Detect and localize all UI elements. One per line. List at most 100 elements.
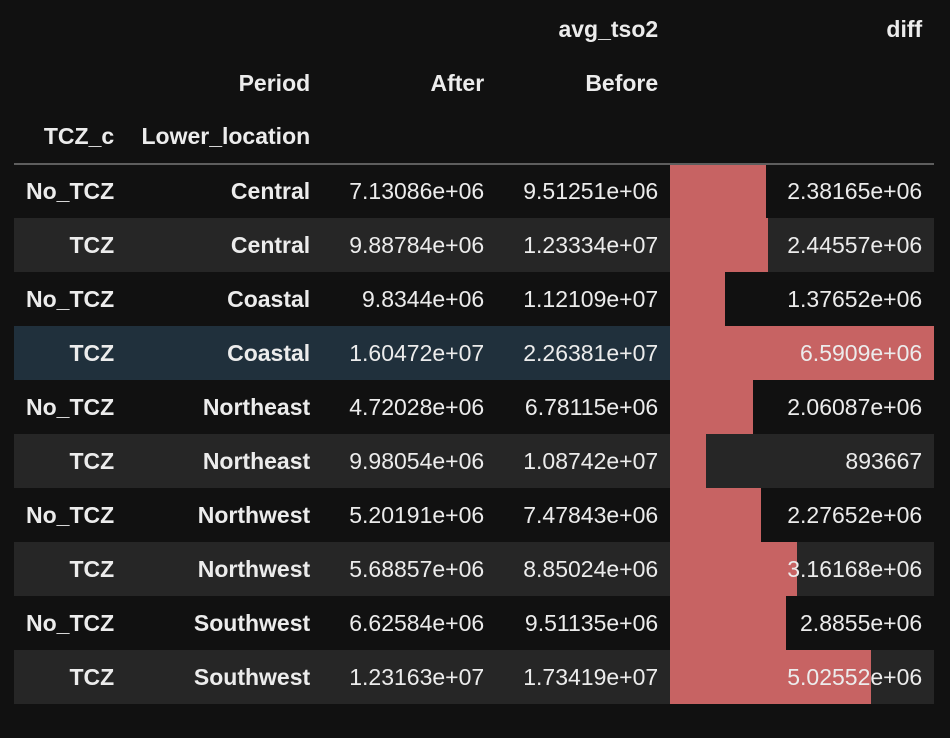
cell-before: 7.47843e+06	[523, 501, 659, 528]
row-location-label: Coastal	[227, 339, 311, 366]
table-row[interactable]: TCZ Central 9.88784e+06 1.23334e+07 2.44557e…	[14, 218, 935, 272]
table-row[interactable]: TCZ Southwest 1.23163e+07 1.73419e+07 5.0255…	[14, 650, 935, 704]
header-blank	[322, 2, 496, 56]
header-diff: diff	[886, 15, 923, 42]
header-blank	[126, 2, 322, 56]
header-avg-tso2: avg_tso2	[558, 15, 659, 42]
diff-bar	[670, 272, 726, 326]
cell-diff: 5.02552e+06	[670, 650, 934, 704]
header-row-index-names: TCZ_c Lower_location	[14, 110, 935, 165]
row-tcz-label: TCZ	[69, 447, 115, 474]
row-location-label: Southwest	[193, 609, 311, 636]
cell-diff: 2.38165e+06	[670, 164, 934, 218]
cell-diff: 6.5909e+06	[670, 326, 935, 380]
cell-diff: 2.8855e+06	[670, 596, 934, 650]
header-row-period: Period After Before	[14, 56, 934, 110]
table-row[interactable]: No_TCZ Northeast 4.72028e+06 6.78115e+06 2.0…	[14, 380, 934, 434]
diff-bar	[670, 488, 762, 542]
table-row[interactable]: No_TCZ Central 7.13086e+06 9.51251e+06 2.381…	[14, 164, 934, 218]
cell-before: 2.26381e+07	[523, 339, 659, 366]
cell-after: 6.62584e+06	[349, 609, 485, 636]
cell-after: 5.68857e+06	[349, 555, 485, 582]
row-tcz-label: TCZ	[69, 555, 115, 582]
header-tcz-c: TCZ_c	[14, 110, 127, 165]
cell-after: 7.13086e+06	[349, 178, 485, 204]
diff-value: 2.44557e+06	[787, 231, 923, 258]
cell-diff: 2.27652e+06	[670, 488, 934, 542]
cell-after: 5.20191e+06	[349, 501, 485, 528]
cell-before: 1.12109e+07	[523, 285, 659, 312]
table-row[interactable]: No_TCZ Northwest 5.20191e+06 7.47843e+06 2.2…	[14, 488, 934, 542]
header-period: Period	[238, 69, 311, 96]
cell-diff: 2.44557e+06	[670, 218, 934, 272]
table-row[interactable]: No_TCZ Southwest 6.62584e+06 9.51135e+06 2.8…	[14, 596, 934, 650]
cell-before: 8.85024e+06	[523, 555, 659, 582]
header-lower-location: Lower_location	[126, 110, 323, 165]
cell-before: 9.51135e+06	[524, 609, 659, 636]
diff-bar	[670, 218, 769, 272]
cell-before: 1.23334e+07	[523, 231, 659, 258]
diff-value: 3.16168e+06	[787, 555, 923, 582]
diff-value: 6.5909e+06	[800, 339, 923, 366]
header-row-top: avg_tso2 diff	[14, 2, 934, 56]
row-tcz-label: TCZ	[69, 663, 115, 690]
row-tcz-label: No_TCZ	[26, 178, 115, 204]
row-tcz-label: No_TCZ	[26, 609, 115, 636]
dataframe-table: avg_tso2 diff Period After Before TCZ_c …	[14, 2, 935, 704]
header-blank	[322, 110, 497, 165]
cell-before: 1.08742e+07	[523, 447, 659, 474]
diff-bar	[670, 165, 766, 218]
cell-after: 9.88784e+06	[349, 231, 485, 258]
cell-after: 1.23163e+07	[349, 663, 485, 690]
table-row[interactable]: TCZ Coastal 1.60472e+07 2.26381e+07 6.5909e+…	[14, 326, 935, 380]
cell-after: 1.60472e+07	[349, 339, 485, 366]
cell-before: 1.73419e+07	[523, 663, 659, 690]
cell-diff: 3.16168e+06	[670, 542, 934, 596]
diff-bar	[670, 542, 797, 596]
row-location-label: Northeast	[202, 447, 311, 474]
cell-before: 6.78115e+06	[524, 393, 659, 420]
header-blank	[14, 2, 126, 56]
table-row[interactable]: TCZ Northeast 9.98054e+06 1.08742e+07 893667	[14, 434, 935, 488]
row-location-label: Coastal	[227, 285, 311, 312]
cell-after: 4.72028e+06	[349, 393, 485, 420]
diff-bar	[670, 434, 706, 488]
row-location-label: Northwest	[197, 555, 311, 582]
diff-value: 2.06087e+06	[787, 393, 923, 420]
cell-after: 9.8344e+06	[362, 285, 485, 312]
cell-after: 9.98054e+06	[349, 447, 485, 474]
row-location-label: Central	[230, 178, 311, 204]
row-tcz-label: No_TCZ	[26, 501, 115, 528]
row-tcz-label: TCZ	[69, 339, 115, 366]
row-tcz-label: No_TCZ	[26, 393, 115, 420]
row-location-label: Southwest	[193, 663, 311, 690]
cell-diff: 2.06087e+06	[670, 380, 934, 434]
cell-diff: 893667	[670, 434, 934, 488]
header-blank	[670, 56, 934, 110]
cell-diff: 1.37652e+06	[670, 272, 934, 326]
diff-bar	[670, 650, 872, 704]
table-body: No_TCZ Central 7.13086e+06 9.51251e+06 2.381…	[14, 164, 935, 704]
diff-value: 1.37652e+06	[787, 285, 923, 312]
diff-value: 2.27652e+06	[787, 501, 923, 528]
header-before: Before	[585, 69, 659, 96]
diff-bar	[670, 380, 753, 434]
diff-value: 5.02552e+06	[787, 663, 923, 690]
row-tcz-label: TCZ	[69, 231, 115, 258]
table-header: avg_tso2 diff Period After Before TCZ_c …	[14, 2, 935, 165]
header-blank	[670, 110, 935, 165]
table-row[interactable]: No_TCZ Coastal 9.8344e+06 1.12109e+07 1.3765…	[14, 272, 934, 326]
table-row[interactable]: TCZ Northwest 5.68857e+06 8.85024e+06 3.1616…	[14, 542, 935, 596]
diff-bar	[670, 326, 935, 380]
header-blank	[496, 110, 671, 165]
diff-value: 893667	[845, 447, 923, 474]
diff-value: 2.38165e+06	[787, 178, 923, 204]
row-location-label: Northeast	[202, 393, 311, 420]
row-location-label: Northwest	[197, 501, 311, 528]
row-location-label: Central	[230, 231, 311, 258]
row-tcz-label: No_TCZ	[26, 285, 115, 312]
diff-bar	[670, 596, 786, 650]
cell-before: 9.51251e+06	[523, 178, 659, 204]
header-after: After	[430, 69, 485, 96]
